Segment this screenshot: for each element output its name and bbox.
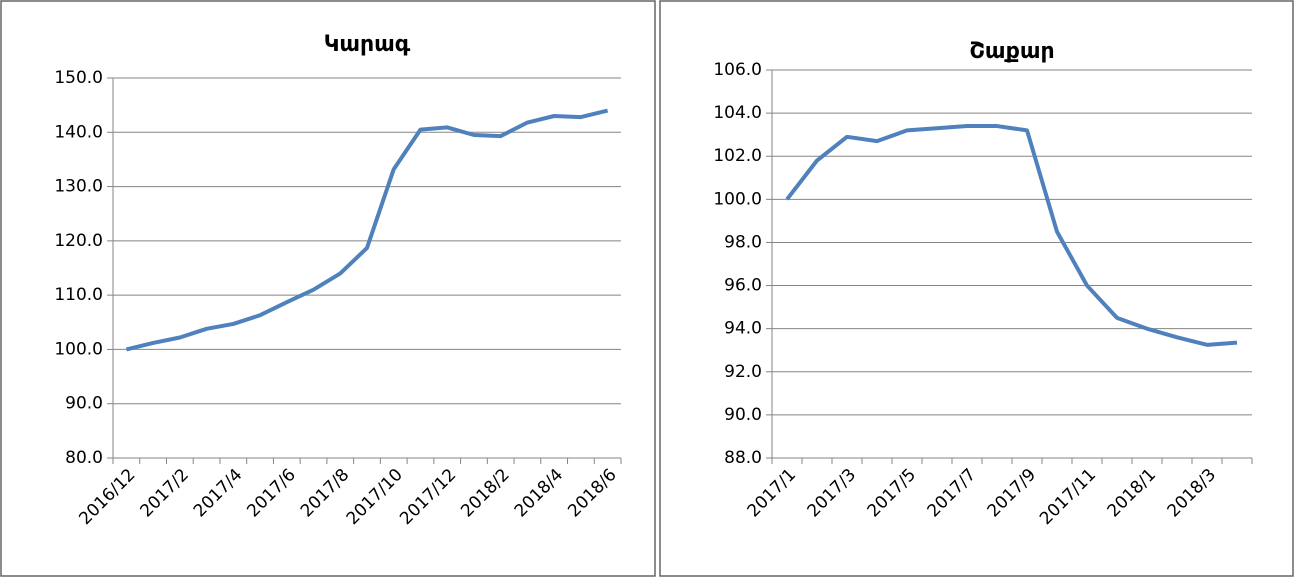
x-tick-label: 2018/2 xyxy=(457,465,513,521)
x-tick-label: 2018/4 xyxy=(511,465,567,521)
y-tick-label: 140.0 xyxy=(54,122,103,142)
y-tick-label: 102.0 xyxy=(713,146,762,166)
x-tick-label: 2018/3 xyxy=(1164,465,1220,521)
x-tick-label: 2017/1 xyxy=(744,465,800,521)
y-tick-label: 90.0 xyxy=(65,394,103,414)
panel-frame xyxy=(0,0,656,577)
y-tick-label: 98.0 xyxy=(724,232,762,252)
x-tick-label: 2017/10 xyxy=(343,465,407,529)
y-tick-label: 106.0 xyxy=(713,60,762,80)
x-tick-label: 2016/12 xyxy=(75,465,139,529)
x-tick-label: 2018/6 xyxy=(564,465,620,521)
x-tick-label: 2017/2 xyxy=(136,465,192,521)
y-tick-label: 100.0 xyxy=(713,189,762,209)
y-tick-label: 150.0 xyxy=(54,68,103,88)
x-tick-label: 2017/7 xyxy=(924,465,980,521)
panel-frame xyxy=(659,0,1294,577)
x-tick-label: 2017/6 xyxy=(243,465,299,521)
y-tick-label: 130.0 xyxy=(54,177,103,197)
y-tick-label: 110.0 xyxy=(54,285,103,305)
x-tick-label: 2017/5 xyxy=(864,465,920,521)
data-line xyxy=(125,108,609,352)
chart-title: Կարագ xyxy=(324,32,411,57)
x-tick-label: 2017/12 xyxy=(396,465,460,529)
chart-title: Շաքար xyxy=(969,39,1054,64)
data-line xyxy=(785,124,1238,347)
x-tick-label: 2017/3 xyxy=(804,465,860,521)
y-tick-label: 94.0 xyxy=(724,319,762,339)
y-tick-label: 104.0 xyxy=(713,103,762,123)
x-tick-label: 2018/1 xyxy=(1104,465,1160,521)
x-tick-label: 2017/11 xyxy=(1036,465,1100,529)
x-tick-label: 2017/9 xyxy=(984,465,1040,521)
y-tick-label: 92.0 xyxy=(724,362,762,382)
y-tick-label: 100.0 xyxy=(54,339,103,359)
y-tick-label: 88.0 xyxy=(724,448,762,468)
y-tick-label: 96.0 xyxy=(724,276,762,296)
y-tick-label: 90.0 xyxy=(724,405,762,425)
y-tick-label: 80.0 xyxy=(65,448,103,468)
y-tick-label: 120.0 xyxy=(54,231,103,251)
x-tick-label: 2017/4 xyxy=(190,465,246,521)
